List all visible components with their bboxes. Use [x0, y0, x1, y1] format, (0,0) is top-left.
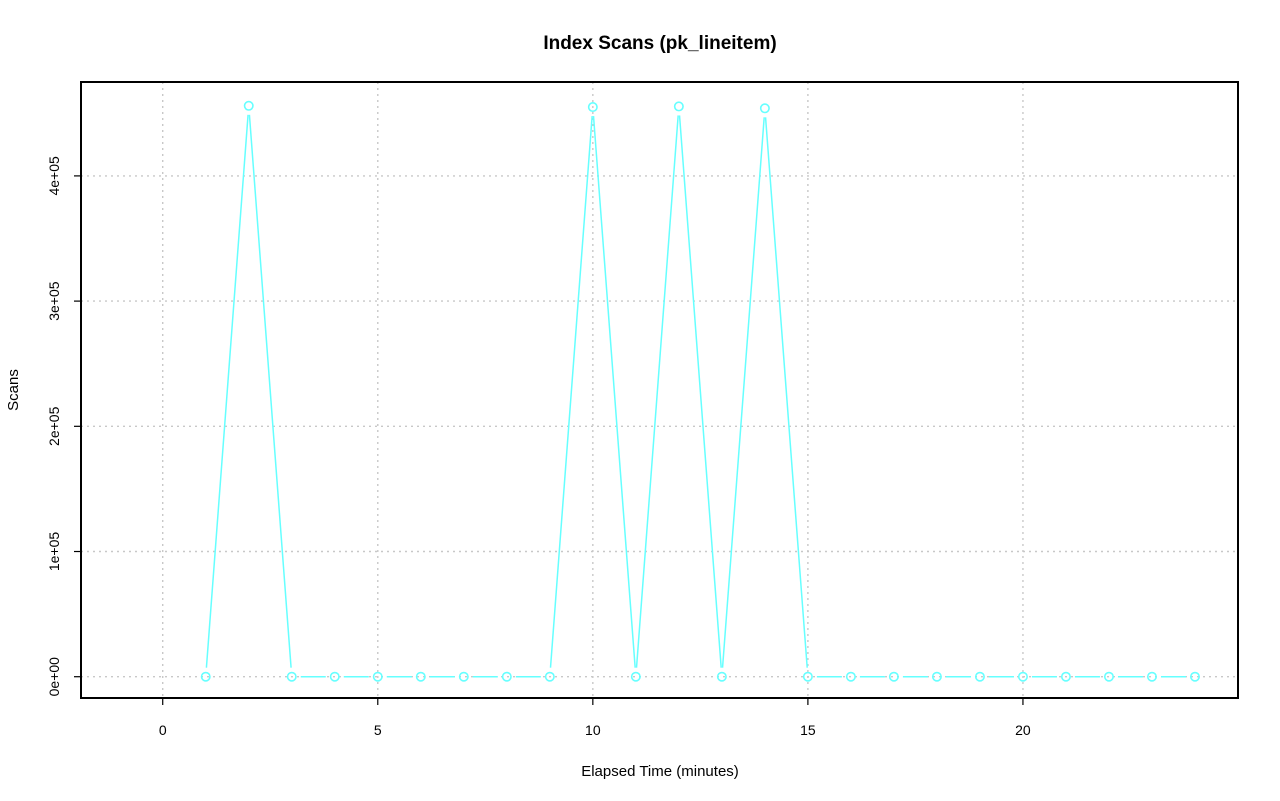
y-tick-label: 3e+05	[46, 281, 62, 321]
data-point	[888, 671, 899, 682]
y-axis-label: Scans	[5, 369, 22, 411]
data-point	[286, 671, 297, 682]
x-tick-label: 15	[800, 722, 816, 738]
data-point	[544, 671, 555, 682]
data-point	[501, 671, 512, 682]
x-tick-label: 20	[1015, 722, 1031, 738]
data-point	[759, 103, 770, 114]
series-line-segment	[764, 117, 808, 668]
chart-title: Index Scans (pk_lineitem)	[543, 33, 776, 54]
data-point	[845, 671, 856, 682]
data-point	[630, 671, 641, 682]
data-point	[1189, 671, 1200, 682]
data-point	[673, 101, 684, 112]
data-point	[802, 671, 813, 682]
series-line-segment	[721, 117, 765, 668]
x-axis-label: Elapsed Time (minutes)	[581, 763, 739, 780]
data-point	[931, 671, 942, 682]
series-line-segment	[549, 115, 593, 668]
x-tick-label: 10	[585, 722, 601, 738]
x-axis: 0 5 10 15 20	[159, 698, 1031, 738]
data-point	[329, 671, 340, 682]
y-tick-label: 4e+05	[46, 156, 62, 196]
series-line-segment	[592, 115, 636, 668]
series-line-segment	[678, 115, 722, 668]
series-line-segment	[205, 114, 249, 668]
data-point	[200, 671, 211, 682]
plot-frame	[80, 81, 1239, 699]
x-tick-label: 0	[159, 722, 167, 738]
series-line-segment	[635, 115, 679, 668]
y-axis: 0e+00 1e+05 2e+05 3e+05 4e+05	[46, 156, 81, 696]
data-point	[1060, 671, 1071, 682]
data-point	[1103, 671, 1114, 682]
y-tick-label: 2e+05	[46, 406, 62, 446]
data-point	[243, 100, 254, 111]
data-point	[974, 671, 985, 682]
y-tick-label: 1e+05	[46, 532, 62, 572]
series-line-segment	[248, 114, 292, 668]
y-tick-label: 0e+00	[46, 657, 62, 697]
data-point	[1146, 671, 1157, 682]
grid-lines	[81, 82, 1238, 698]
data-point	[587, 102, 598, 113]
data-point	[415, 671, 426, 682]
data-point	[1017, 671, 1028, 682]
data-point	[716, 671, 727, 682]
x-tick-label: 5	[374, 722, 382, 738]
data-point	[458, 671, 469, 682]
data-point	[372, 671, 383, 682]
series-layer	[200, 100, 1200, 682]
